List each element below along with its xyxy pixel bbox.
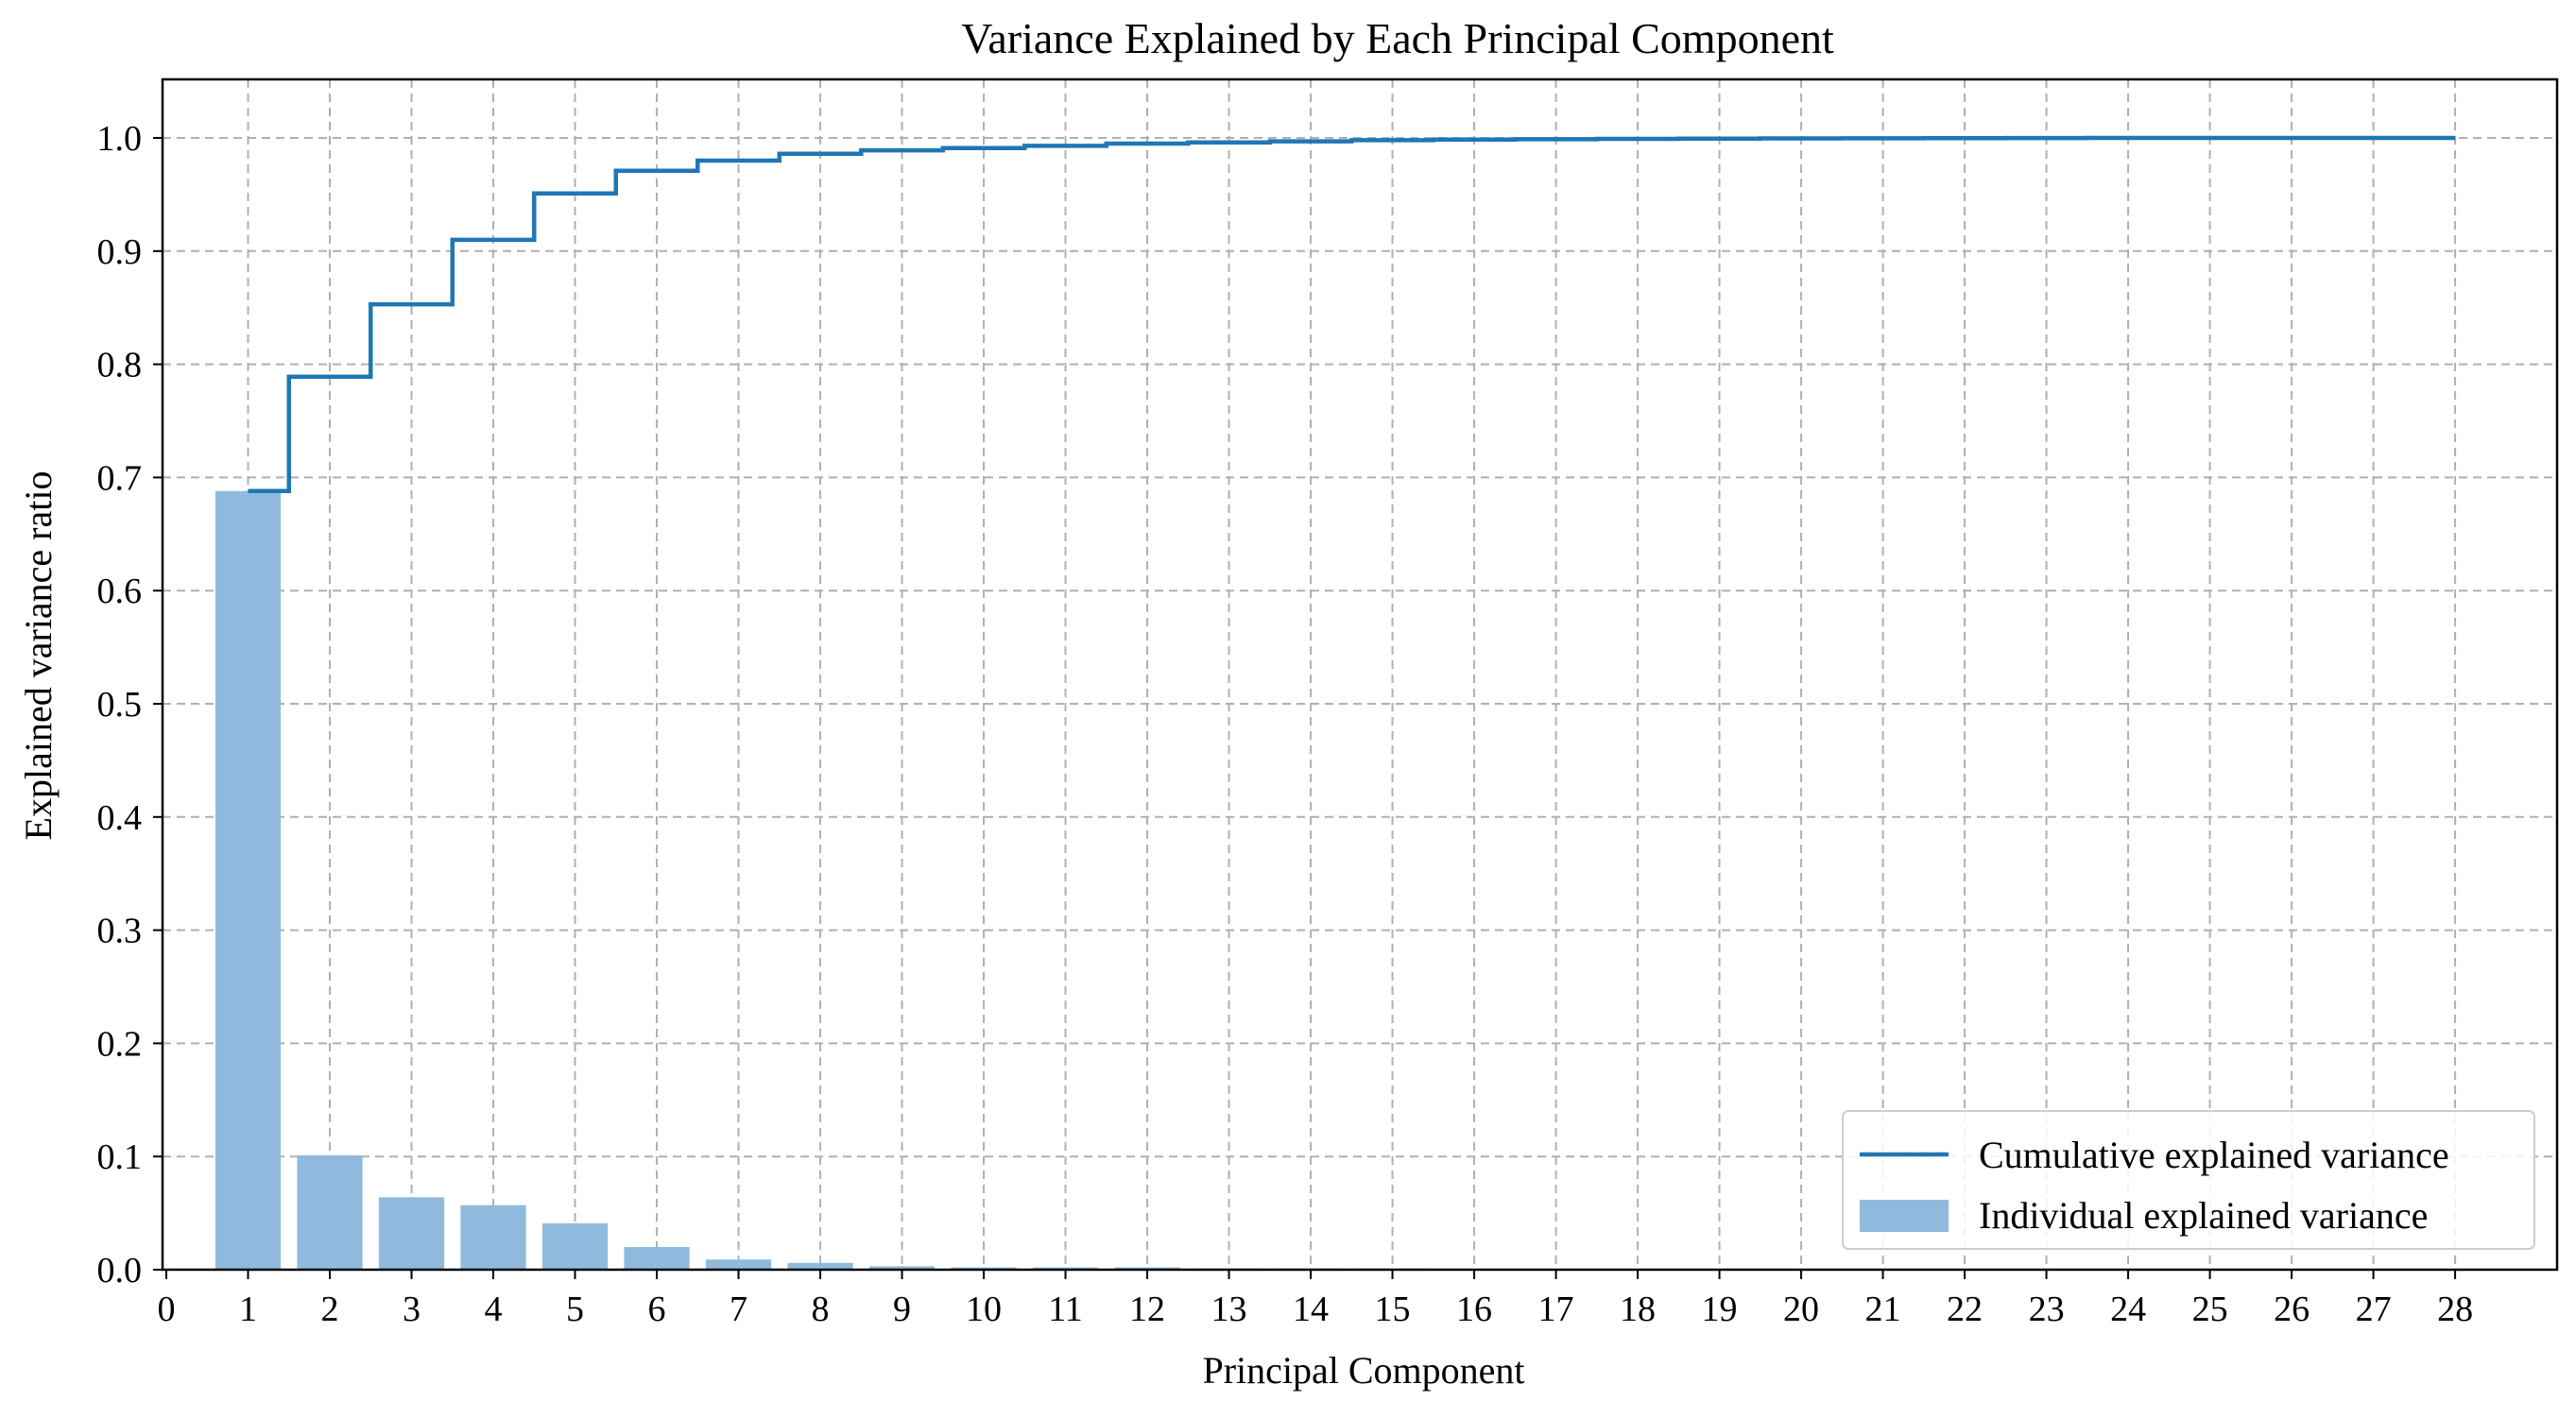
x-tick-label: 7 [730, 1290, 747, 1329]
x-axis-label: Principal Component [1202, 1349, 1524, 1392]
y-tick-label: 0.2 [97, 1024, 143, 1064]
x-tick-label: 21 [1865, 1290, 1901, 1329]
x-tick-label: 27 [2356, 1290, 2392, 1329]
x-tick-label: 17 [1538, 1290, 1574, 1329]
y-tick-label: 0.4 [97, 798, 143, 838]
bar-pc-1 [215, 491, 281, 1270]
y-tick-label: 0.1 [97, 1137, 143, 1177]
x-tick-label: 23 [2029, 1290, 2065, 1329]
bar-pc-5 [542, 1223, 608, 1270]
x-tick-label: 13 [1211, 1290, 1247, 1329]
y-axis-label: Explained variance ratio [17, 471, 60, 841]
legend-label: Individual explained variance [1979, 1194, 2428, 1237]
legend: Cumulative explained variance Individual … [1843, 1111, 2534, 1249]
x-tick-label: 16 [1456, 1290, 1492, 1329]
chart-title: Variance Explained by Each Principal Com… [961, 14, 1834, 62]
x-tick-label: 14 [1293, 1290, 1329, 1329]
bar-pc-3 [379, 1197, 444, 1270]
y-tick-label: 0.6 [97, 572, 143, 611]
x-tick-label: 0 [158, 1290, 176, 1329]
y-tick-label: 1.0 [97, 119, 143, 159]
x-tick-label: 12 [1129, 1290, 1165, 1329]
x-tick-label: 9 [893, 1290, 911, 1329]
x-tick-label: 8 [812, 1290, 830, 1329]
x-tick-label: 1 [239, 1290, 257, 1329]
bar-pc-7 [706, 1259, 771, 1270]
x-tick-label: 11 [1048, 1290, 1083, 1329]
x-tick-label: 15 [1375, 1290, 1411, 1329]
y-tick-label: 0.5 [97, 685, 143, 725]
x-tick-label: 26 [2274, 1290, 2310, 1329]
y-tick-label: 0.8 [97, 346, 143, 385]
bar-pc-2 [297, 1155, 362, 1270]
y-tick-label: 0.3 [97, 912, 143, 951]
legend-bar-swatch [1860, 1200, 1949, 1232]
x-tick-label: 24 [2110, 1290, 2146, 1329]
x-tick-label: 3 [403, 1290, 421, 1329]
x-tick-label: 4 [485, 1290, 503, 1329]
x-tick-label: 2 [321, 1290, 339, 1329]
y-tick-label: 0.0 [97, 1251, 143, 1290]
y-tick-label: 0.9 [97, 232, 143, 272]
x-tick-label: 28 [2437, 1290, 2473, 1329]
y-tick-label: 0.7 [97, 458, 143, 498]
x-tick-label: 5 [566, 1290, 584, 1329]
bar-pc-6 [624, 1247, 689, 1270]
x-tick-label: 20 [1783, 1290, 1819, 1329]
bar-pc-4 [460, 1205, 525, 1270]
x-tick-label: 19 [1702, 1290, 1738, 1329]
x-tick-label: 18 [1620, 1290, 1656, 1329]
x-tick-label: 25 [2192, 1290, 2228, 1329]
x-tick-label: 6 [648, 1290, 666, 1329]
x-tick-label: 22 [1947, 1290, 1983, 1329]
x-tick-label: 10 [966, 1290, 1002, 1329]
legend-label: Cumulative explained variance [1979, 1134, 2449, 1176]
